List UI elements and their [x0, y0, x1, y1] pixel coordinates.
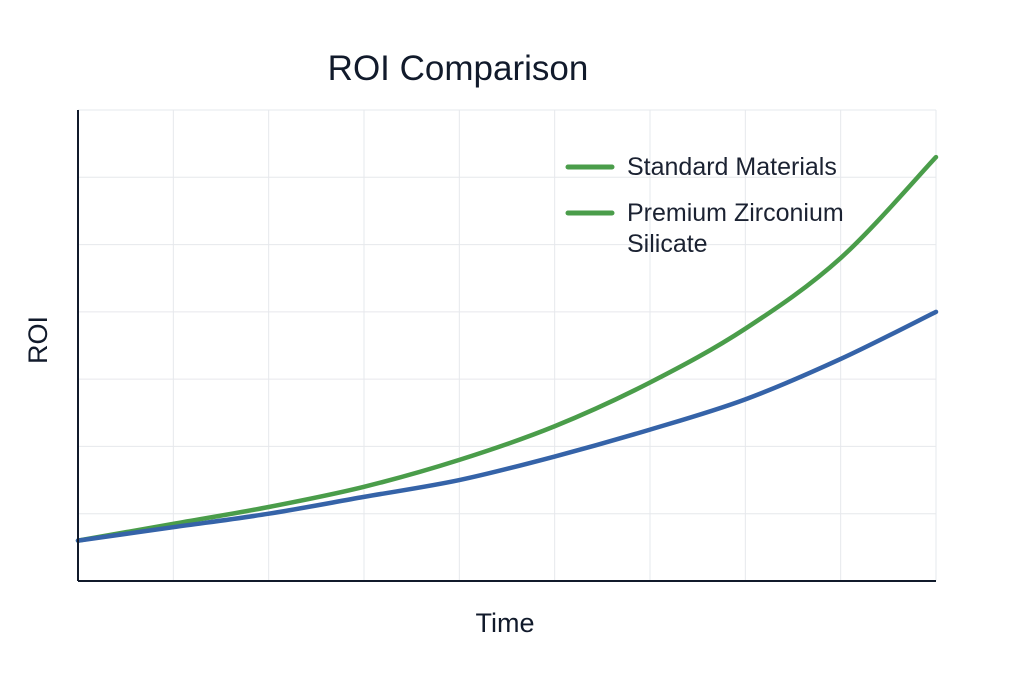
legend-label-line-2: Silicate	[627, 230, 708, 258]
legend-item-premium: Premium Zirconium Silicate	[565, 199, 844, 258]
series-lines	[75, 154, 939, 543]
chart-title: ROI Comparison	[328, 49, 589, 88]
legend-item-standard: Standard Materials	[565, 153, 837, 181]
grid	[78, 109, 937, 581]
y-axis-label: ROI	[23, 316, 53, 364]
axes	[77, 110, 936, 582]
series-line-premium-zirconium-silicate	[75, 309, 939, 543]
legend-label-line-1: Premium Zirconium	[627, 199, 844, 227]
series-line-standard-materials	[75, 154, 939, 543]
legend-label: Standard Materials	[627, 153, 837, 181]
x-axis-label: Time	[476, 608, 535, 638]
legend: Standard Materials Premium Zirconium Sil…	[565, 153, 844, 258]
